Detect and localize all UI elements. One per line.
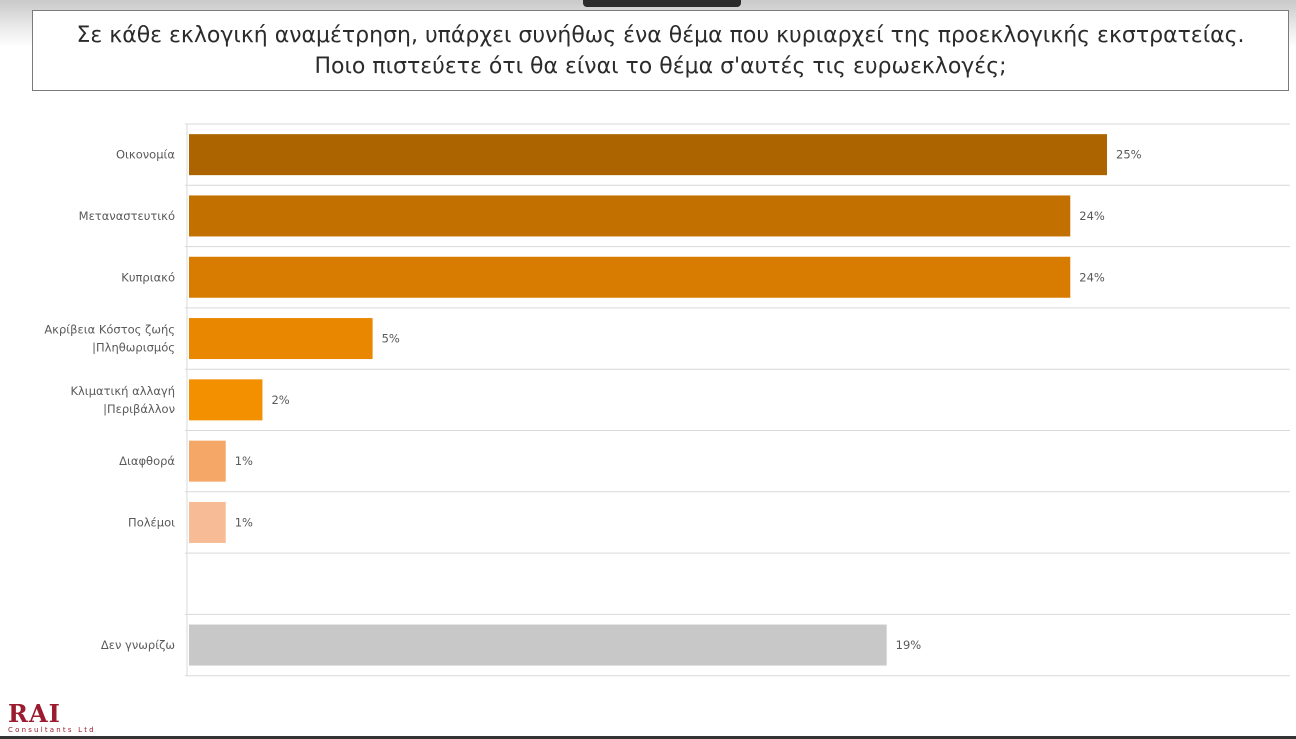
data-label: 2% — [271, 393, 289, 407]
bar-chart: Οικονομία 25% Μεταναστευτικό 24% Κυπριακό 24%… — [44, 123, 1290, 677]
window-tab-handle — [583, 0, 741, 7]
bar — [189, 379, 263, 421]
company-logo: RAI Consultants Ltd — [8, 702, 128, 738]
data-label: 24% — [1079, 209, 1105, 223]
data-label: 1% — [235, 515, 253, 529]
bottom-border — [0, 736, 1296, 739]
category-label: Οικονομία — [116, 148, 175, 162]
chart-title-line-2: Ποιο πιστεύετε ότι θα είναι το θέμα σ'αυ… — [314, 53, 1007, 79]
chart-title-line-1: Σε κάθε εκλογική αναμέτρηση, υπάρχει συν… — [76, 22, 1245, 48]
data-label: 25% — [1116, 148, 1142, 162]
category-label: Κλιματική αλλαγή — [70, 384, 175, 398]
bar — [189, 134, 1107, 176]
bar — [189, 624, 887, 666]
category-label: |Πληθωρισμός — [92, 341, 175, 355]
category-label: Διαφθορά — [119, 454, 175, 468]
data-label: 24% — [1079, 270, 1105, 284]
bar — [189, 501, 226, 543]
bar — [189, 256, 1071, 298]
bar — [189, 318, 373, 360]
title-box: Σε κάθε εκλογική αναμέτρηση, υπάρχει συν… — [32, 10, 1289, 91]
data-label: 19% — [896, 638, 922, 652]
logo-tagline: Consultants Ltd — [8, 726, 96, 734]
logo-wordmark: RAI — [8, 699, 61, 728]
category-label: Πολέμοι — [128, 515, 175, 529]
data-label: 1% — [235, 454, 253, 468]
category-label: Δεν γνωρίζω — [101, 638, 175, 652]
category-label: Κυπριακό — [121, 270, 175, 284]
category-label: Ακρίβεια Κόστος ζωής — [44, 323, 175, 337]
data-label: 5% — [382, 332, 400, 346]
bar — [189, 195, 1071, 237]
category-label: Μεταναστευτικό — [79, 209, 175, 223]
bar — [189, 440, 226, 482]
category-label: |Περιβάλλον — [103, 402, 175, 416]
